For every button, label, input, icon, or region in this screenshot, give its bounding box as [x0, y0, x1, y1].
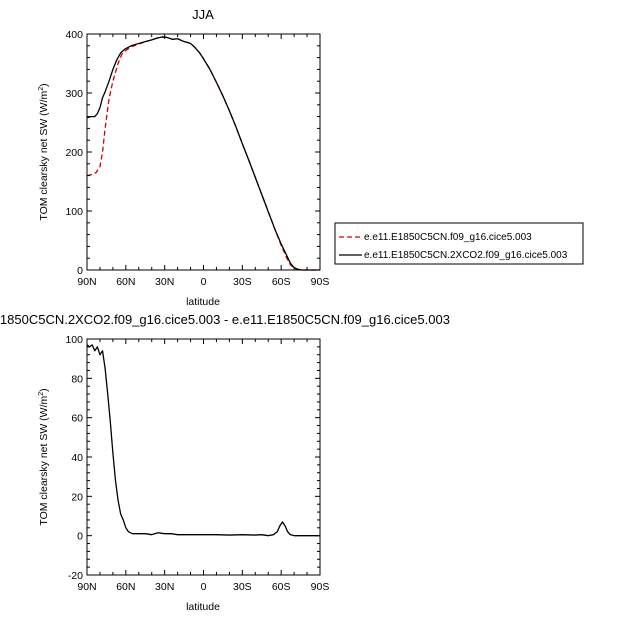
legend-label-control: e.e11.E1850C5CN.f09_g16.cice5.003 [364, 232, 532, 243]
bottom-panel-ticks: 90N 60N 30N 0 30S 60S 90S -20 0 20 40 60 80 100 [65, 334, 329, 593]
top-panel-x-tick-label: 30N [155, 276, 174, 288]
top-panel-y-axis-label-close: ) [38, 83, 50, 87]
bottom-panel-series-group [86, 344, 320, 537]
top-panel-y-tick-label: 300 [65, 88, 83, 100]
bottom-panel-series-line-0 [86, 344, 320, 537]
top-panel-x-axis-label: latitude [186, 296, 220, 308]
top-panel-plot-frame [86, 33, 321, 271]
top-panel-y-axis-label-sup: 2 [38, 87, 45, 91]
legend: e.e11.E1850C5CN.f09_g16.cice5.003 e.e11.… [334, 222, 584, 265]
bottom-panel-x-tick-label: 30S [233, 581, 252, 593]
top-panel-series-line-0 [86, 36, 320, 271]
top-panel-y-axis-label: TOM clearsky net SW (W/m2) [38, 83, 50, 220]
top-panel: JJA 90N 60N 30N 0 30S 60S 90S 0 100 200 300 400 lat… [38, 7, 329, 308]
legend-box [334, 222, 584, 265]
top-panel-y-tick-label: 200 [65, 147, 83, 159]
bottom-panel-y-axis-label: TOM clearsky net SW (W/m2) [38, 388, 50, 525]
top-panel-y-tick-label: 100 [65, 206, 83, 218]
bottom-panel-x-tick-label: 90S [311, 581, 330, 593]
bottom-panel-x-tick-label: 30N [155, 581, 174, 593]
bottom-panel: e.e11.E1850C5CN.2XCO2.f09_g16.cice5.003 … [0, 312, 450, 613]
bottom-panel-x-tick-label: 60S [272, 581, 291, 593]
top-panel-series-line-1 [86, 36, 320, 271]
bottom-panel-y-tick-label: 80 [71, 373, 83, 385]
top-panel-x-tick-label: 60N [116, 276, 135, 288]
bottom-panel-x-tick-label: 0 [201, 581, 207, 593]
bottom-panel-plot-frame [86, 338, 321, 576]
bottom-panel-y-axis-label-sup: 2 [38, 392, 45, 396]
top-panel-x-tick-label: 30S [233, 276, 252, 288]
top-panel-x-tick-label: 90S [311, 276, 330, 288]
bottom-panel-title: e.e11.E1850C5CN.2XCO2.f09_g16.cice5.003 … [0, 312, 450, 327]
top-panel-x-tick-label: 60S [272, 276, 291, 288]
bottom-panel-y-tick-label: 40 [71, 452, 83, 464]
top-panel-y-tick-label: 0 [77, 265, 83, 277]
top-panel-y-tick-label: 400 [65, 29, 83, 41]
bottom-panel-x-tick-label: 60N [116, 581, 135, 593]
bottom-panel-y-tick-label: 20 [71, 491, 83, 503]
top-panel-y-axis-label-main: TOM clearsky net SW (W/m [38, 91, 50, 221]
top-panel-title: JJA [192, 7, 214, 22]
top-panel-series-group [86, 36, 320, 271]
bottom-panel-y-tick-label: 100 [65, 334, 83, 346]
top-panel-x-tick-label: 90N [77, 276, 96, 288]
bottom-panel-y-axis-label-close: ) [38, 388, 50, 392]
top-panel-x-tick-label: 0 [201, 276, 207, 288]
bottom-panel-y-tick-label: -20 [68, 570, 83, 582]
bottom-panel-x-axis-label: latitude [186, 601, 220, 613]
legend-label-2xco2: e.e11.E1850C5CN.2XCO2.f09_g16.cice5.003 [364, 250, 568, 261]
bottom-panel-x-tick-label: 90N [77, 581, 96, 593]
bottom-panel-y-tick-label: 0 [77, 531, 83, 543]
bottom-panel-y-axis-label-main: TOM clearsky net SW (W/m [38, 396, 50, 526]
top-panel-ticks: 90N 60N 30N 0 30S 60S 90S 0 100 200 300 400 [65, 29, 329, 288]
bottom-panel-y-tick-label: 60 [71, 413, 83, 425]
